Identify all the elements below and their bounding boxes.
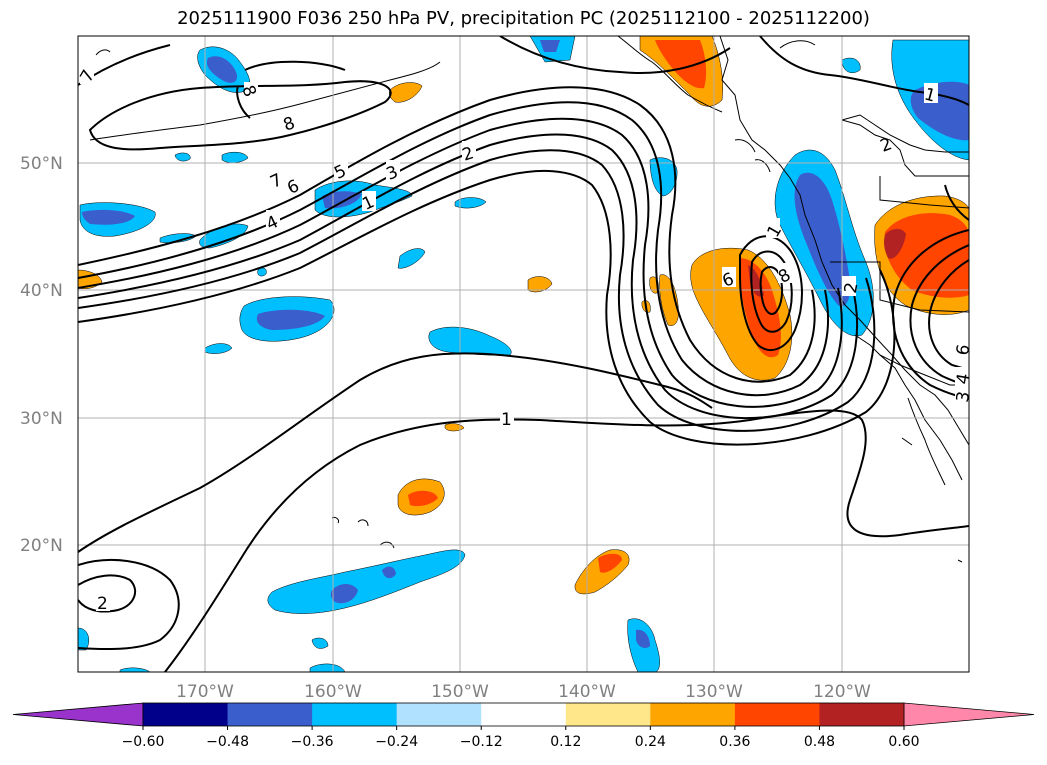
contour-label: 4: [953, 372, 975, 386]
colorbar-tick-label: 0.48: [804, 734, 835, 750]
lon-label: 140°W: [558, 682, 616, 702]
lat-label: 20°N: [20, 536, 63, 556]
colorbar-tick-label: −0.24: [375, 734, 418, 750]
colorbar-segment: [481, 703, 567, 726]
contour-labels: 7 8 8 7 6 5 4 3 2 1 1 1 2 6 8 1 2 6 4 3 …: [78, 67, 975, 614]
lon-label: 160°W: [304, 682, 362, 702]
colorbar-segment: [650, 703, 736, 726]
map-title: 2025111900 F036 250 hPa PV, precipitatio…: [177, 8, 870, 29]
contour-label: 2: [97, 594, 108, 614]
colorbar-tick-label: 0.12: [550, 734, 581, 750]
colorbar: −0.60 −0.48 −0.36 −0.24 −0.12 0.12 0.24 0.36 0.4…: [12, 702, 1035, 750]
lon-label: 170°W: [176, 682, 234, 702]
colorbar-extend-max: [903, 702, 1035, 727]
lon-label: 150°W: [431, 682, 489, 702]
colorbar-segment: [396, 703, 482, 726]
colorbar-segment: [565, 703, 651, 726]
map-frame: [77, 35, 970, 673]
lon-label: 130°W: [685, 682, 743, 702]
colorbar-segment: [227, 703, 313, 726]
colorbar-frame: [142, 702, 905, 727]
lat-label: 50°N: [20, 154, 63, 174]
lat-label: 30°N: [20, 409, 63, 429]
colorbar-tick-label: 0.24: [635, 734, 666, 750]
lon-label: 120°W: [813, 682, 871, 702]
colorbar-tick-label: −0.12: [460, 734, 503, 750]
colorbar-tick-label: −0.36: [291, 734, 334, 750]
contour-label-backgrounds: [80, 64, 969, 611]
colorbar-tick-label: −0.48: [206, 734, 249, 750]
colorbar-tick-label: 0.60: [888, 734, 919, 750]
colorbar-segment: [734, 703, 820, 726]
contour-label: 1: [922, 84, 938, 106]
coastlines: [89, 36, 969, 563]
latitude-labels: 50°N 40°N 30°N 20°N: [20, 154, 63, 556]
longitude-labels: 170°W 160°W 150°W 140°W 130°W 120°W: [176, 682, 871, 702]
contour-label: 1: [501, 410, 512, 430]
negative-precip-shading: [78, 36, 969, 672]
map-area: 7 8 8 7 6 5 4 3 2 1 1 1 2 6 8 1 2 6 4 3 …: [78, 36, 975, 672]
contour-label: 6: [953, 343, 975, 357]
pv-contours: [78, 36, 969, 672]
contour-label: 2: [841, 281, 863, 295]
lat-label: 40°N: [20, 281, 63, 301]
colorbar-extend-min: [12, 702, 144, 727]
colorbar-tick-label: 0.36: [719, 734, 750, 750]
contour-label: 3: [953, 390, 975, 404]
colorbar-tick-label: −0.60: [122, 734, 165, 750]
colorbar-segment: [819, 703, 905, 726]
colorbar-segment: [143, 703, 229, 726]
colorbar-segment: [312, 703, 398, 726]
